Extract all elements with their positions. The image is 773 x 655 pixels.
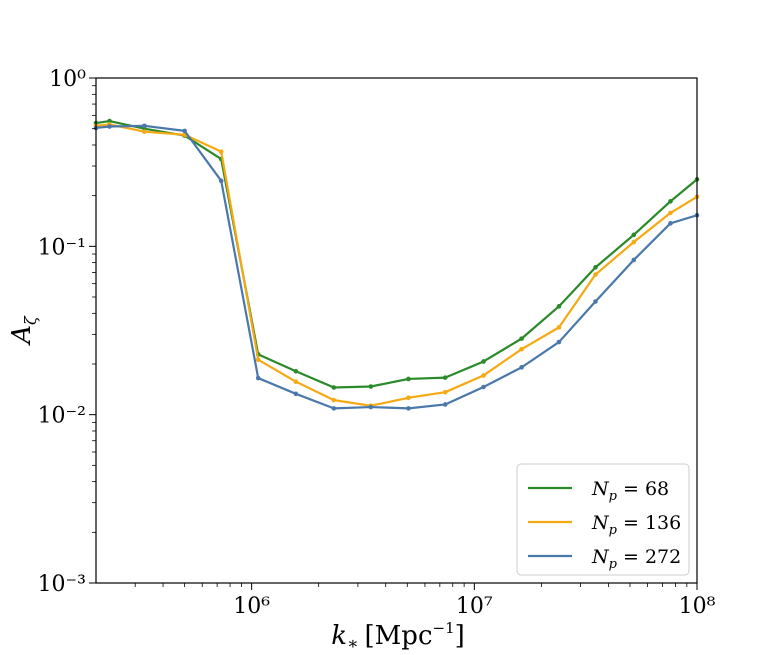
x-axis-label: k∗ [Mpc−1]	[331, 619, 465, 654]
series-line-3	[95, 124, 698, 410]
x-tick-label: 10⁸	[679, 594, 716, 619]
plot-frame	[95, 77, 698, 584]
data-point	[668, 210, 673, 216]
data-point	[368, 384, 374, 389]
data-point	[107, 118, 112, 124]
data-point	[293, 368, 299, 374]
data-point	[668, 199, 673, 204]
legend-item-1: Np = 68	[528, 478, 669, 504]
legend-label: Np = 68	[591, 478, 669, 504]
data-point	[293, 379, 299, 384]
data-point	[481, 373, 486, 378]
data-point	[631, 232, 637, 238]
legend-items: Np = 68 Np = 136 Np = 272	[528, 478, 681, 572]
data-point	[556, 325, 562, 330]
data-point	[442, 389, 448, 395]
data-point	[406, 395, 411, 401]
series-layer	[93, 118, 700, 411]
data-point	[668, 221, 673, 226]
legend-item-3: Np = 272	[528, 546, 681, 572]
y-tick-label: 10⁰	[49, 67, 86, 92]
data-point	[218, 178, 224, 184]
data-point	[142, 129, 147, 134]
x-tick-label: 10⁶	[233, 594, 270, 619]
data-point	[631, 257, 637, 263]
data-point	[331, 385, 337, 390]
data-point	[442, 375, 448, 380]
data-point	[556, 339, 562, 345]
data-point	[255, 357, 261, 363]
data-point	[519, 365, 524, 370]
data-point	[481, 384, 486, 390]
data-point	[593, 265, 598, 270]
data-point	[593, 272, 598, 277]
data-point	[556, 304, 562, 309]
data-point	[255, 375, 261, 381]
data-point	[481, 359, 486, 364]
legend-label: Np = 136	[591, 512, 681, 538]
data-point	[593, 299, 598, 304]
data-point	[631, 239, 637, 245]
series-line-2	[95, 123, 698, 407]
data-point	[442, 402, 448, 407]
legend-label: Np = 272	[591, 546, 681, 572]
legend-box	[516, 463, 690, 576]
data-point	[406, 406, 411, 411]
data-point	[218, 149, 224, 154]
data-point	[406, 376, 411, 382]
data-point	[331, 406, 337, 411]
data-point	[519, 336, 524, 341]
data-point	[331, 397, 337, 403]
x-tick-label: 10⁷	[456, 594, 493, 619]
y-axis-label: Aζ	[7, 315, 40, 346]
series-3	[93, 123, 700, 411]
y-tick-label: 10⁻²	[38, 404, 86, 429]
legend: Np = 68 Np = 136 Np = 272	[516, 463, 690, 576]
data-point	[519, 346, 524, 352]
data-point	[368, 404, 374, 410]
data-point	[293, 391, 299, 397]
tick-layer: 10⁻³ 10⁻² 10⁻¹ 10⁰ 10⁶ 10⁷ 10⁸	[38, 67, 716, 619]
data-point	[142, 123, 147, 129]
y-tick-label: 10⁻¹	[38, 235, 86, 260]
data-point	[107, 124, 112, 129]
y-tick-label: 10⁻³	[38, 572, 86, 597]
legend-item-2: Np = 136	[528, 512, 681, 538]
data-point	[182, 128, 187, 134]
